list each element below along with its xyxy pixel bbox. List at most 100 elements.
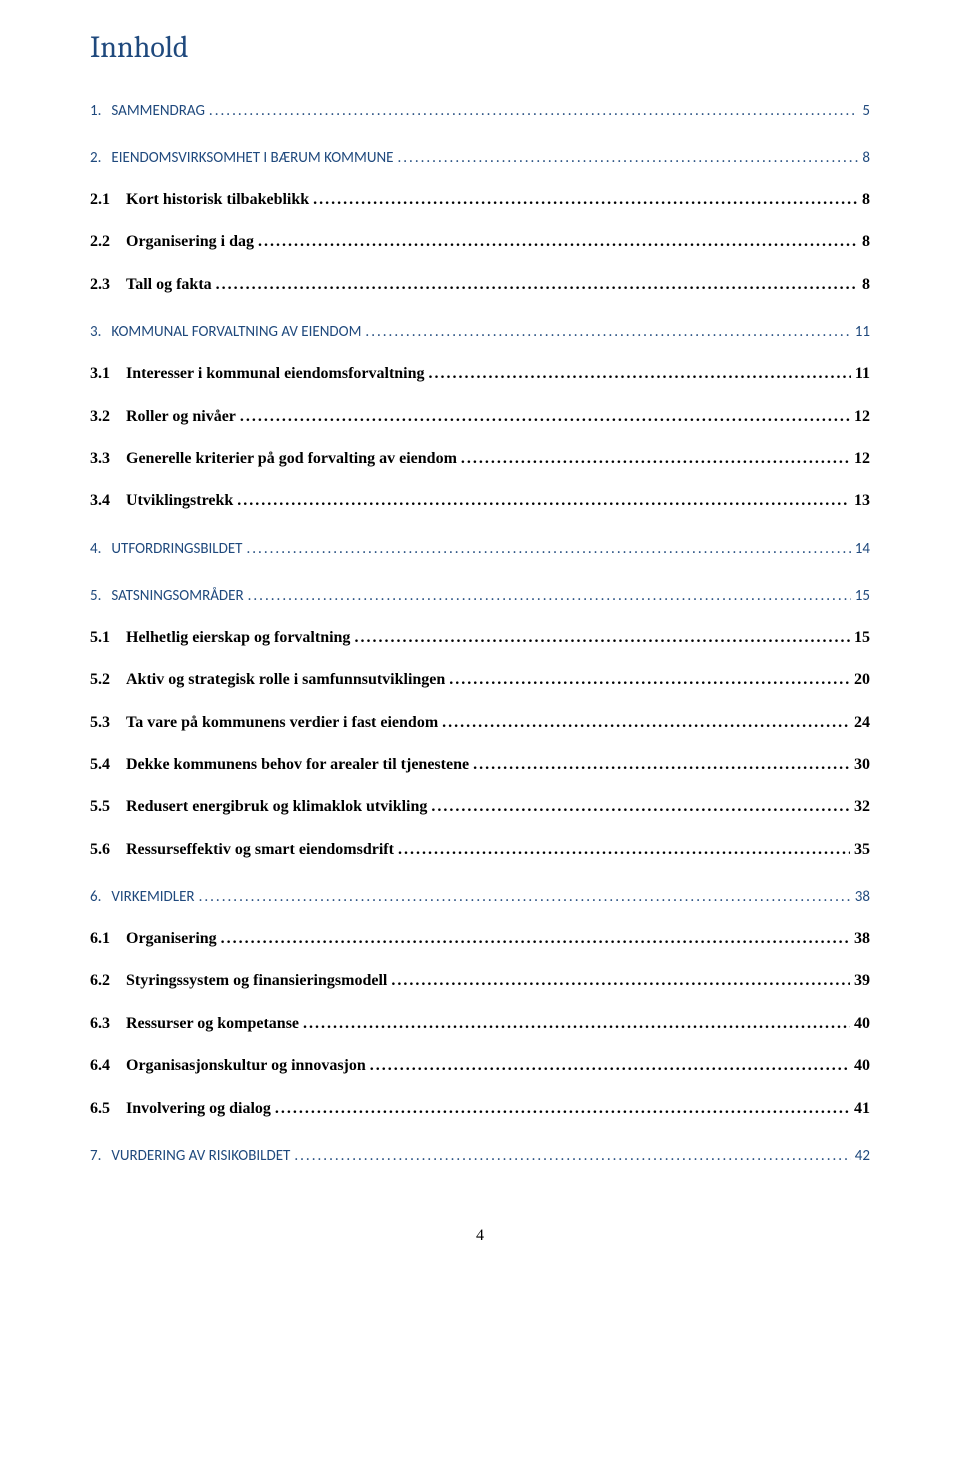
toc-entry-number: 5.2 — [90, 669, 126, 691]
toc-leader-dots: ........................................… — [240, 406, 850, 428]
toc-leader-dots: ........................................… — [209, 101, 858, 122]
toc-entry: 2.EIENDOMSVIRKSOMHET I BÆRUM KOMMUNE....… — [90, 148, 870, 169]
toc-leader-dots: ........................................… — [303, 1013, 850, 1035]
toc-entry-number: 6. — [90, 887, 111, 908]
toc-entry-page: 39 — [850, 970, 870, 992]
toc-entry-label: VURDERING AV RISIKOBILDET — [111, 1146, 294, 1167]
toc-entry: 6.2Styringssystem og finansieringsmodell… — [90, 970, 870, 992]
toc-entry: 2.1Kort historisk tilbakeblikk..........… — [90, 189, 870, 211]
toc-leader-dots: ........................................… — [199, 887, 851, 908]
toc-entry-label: Kort historisk tilbakeblikk — [126, 189, 313, 211]
toc-entry: 6.3Ressurser og kompetanse..............… — [90, 1013, 870, 1035]
toc-entry-page: 41 — [850, 1098, 870, 1120]
toc-entry-label: Roller og nivåer — [126, 406, 240, 428]
toc-leader-dots: ........................................… — [275, 1098, 850, 1120]
toc-entry: 5.3Ta vare på kommunens verdier i fast e… — [90, 712, 870, 734]
toc-entry-number: 2.1 — [90, 189, 126, 211]
toc-entry: 2.2Organisering i dag...................… — [90, 231, 870, 253]
table-of-contents: 1.SAMMENDRAG............................… — [90, 101, 870, 1167]
toc-entry-page: 40 — [850, 1013, 870, 1035]
toc-entry-number: 3. — [90, 322, 111, 343]
toc-entry-number: 2. — [90, 148, 111, 169]
toc-entry-label: Organisering i dag — [126, 231, 258, 253]
toc-entry-label: Generelle kriterier på god forvalting av… — [126, 448, 461, 470]
toc-entry-label: UTFORDRINGSBILDET — [111, 539, 246, 560]
toc-entry-label: SAMMENDRAG — [111, 101, 209, 122]
toc-entry-label: KOMMUNAL FORVALTNING AV EIENDOM — [111, 322, 365, 343]
toc-entry-label: Styringssystem og finansieringsmodell — [126, 970, 391, 992]
toc-entry-page: 8 — [858, 148, 870, 169]
toc-leader-dots: ........................................… — [442, 712, 850, 734]
toc-leader-dots: ........................................… — [237, 490, 850, 512]
toc-entry-label: Helhetlig eierskap og forvaltning — [126, 627, 354, 649]
toc-leader-dots: ........................................… — [431, 796, 850, 818]
toc-leader-dots: ........................................… — [370, 1055, 850, 1077]
toc-leader-dots: ........................................… — [398, 839, 850, 861]
toc-entry: 4.UTFORDRINGSBILDET.....................… — [90, 539, 870, 560]
toc-leader-dots: ........................................… — [248, 586, 851, 607]
toc-entry-number: 6.5 — [90, 1098, 126, 1120]
toc-entry-number: 5.5 — [90, 796, 126, 818]
toc-entry: 2.3Tall og fakta........................… — [90, 274, 870, 296]
toc-entry-label: Dekke kommunens behov for arealer til tj… — [126, 754, 473, 776]
toc-entry: 3.KOMMUNAL FORVALTNING AV EIENDOM.......… — [90, 322, 870, 343]
toc-leader-dots: ........................................… — [258, 231, 858, 253]
toc-entry-page: 38 — [851, 887, 870, 908]
toc-leader-dots: ........................................… — [391, 970, 850, 992]
toc-entry-number: 6.3 — [90, 1013, 126, 1035]
toc-leader-dots: ........................................… — [473, 754, 850, 776]
toc-leader-dots: ........................................… — [294, 1146, 850, 1167]
toc-entry-page: 15 — [851, 586, 870, 607]
toc-entry-number: 5.4 — [90, 754, 126, 776]
toc-entry: 3.3Generelle kriterier på god forvalting… — [90, 448, 870, 470]
toc-leader-dots: ........................................… — [461, 448, 850, 470]
toc-entry: 6.4Organisasjonskultur og innovasjon....… — [90, 1055, 870, 1077]
toc-entry-number: 5.6 — [90, 839, 126, 861]
toc-entry-number: 6.1 — [90, 928, 126, 950]
toc-entry-page: 11 — [851, 322, 870, 343]
toc-entry-label: Involvering og dialog — [126, 1098, 275, 1120]
toc-entry: 6.5Involvering og dialog................… — [90, 1098, 870, 1120]
toc-entry-page: 12 — [850, 448, 870, 470]
toc-entry-page: 13 — [850, 490, 870, 512]
toc-entry: 5.SATSNINGSOMRÅDER......................… — [90, 586, 870, 607]
toc-entry: 5.1Helhetlig eierskap og forvaltning....… — [90, 627, 870, 649]
toc-entry-page: 32 — [850, 796, 870, 818]
toc-entry-number: 4. — [90, 539, 111, 560]
toc-entry-number: 5.1 — [90, 627, 126, 649]
toc-entry-number: 3.1 — [90, 363, 126, 385]
toc-entry-label: Ressurser og kompetanse — [126, 1013, 303, 1035]
toc-entry-number: 5.3 — [90, 712, 126, 734]
toc-entry-number: 5. — [90, 586, 111, 607]
toc-entry-page: 42 — [851, 1146, 870, 1167]
toc-entry-number: 3.3 — [90, 448, 126, 470]
toc-entry-page: 35 — [850, 839, 870, 861]
toc-entry-label: Organisering — [126, 928, 221, 950]
toc-leader-dots: ........................................… — [354, 627, 850, 649]
toc-entry-page: 8 — [858, 189, 870, 211]
toc-entry-page: 12 — [850, 406, 870, 428]
toc-entry-label: EIENDOMSVIRKSOMHET I BÆRUM KOMMUNE — [111, 148, 397, 169]
toc-entry-page: 8 — [858, 231, 870, 253]
toc-entry-number: 3.4 — [90, 490, 126, 512]
page-number: 4 — [90, 1227, 870, 1245]
toc-entry-page: 5 — [858, 101, 870, 122]
toc-entry-number: 7. — [90, 1146, 111, 1167]
toc-entry-label: Ta vare på kommunens verdier i fast eien… — [126, 712, 442, 734]
toc-entry-page: 14 — [851, 539, 870, 560]
toc-entry-page: 20 — [850, 669, 870, 691]
toc-entry-label: Organisasjonskultur og innovasjon — [126, 1055, 370, 1077]
toc-leader-dots: ........................................… — [221, 928, 850, 950]
document-title: Innhold — [90, 30, 870, 65]
toc-entry: 5.2Aktiv og strategisk rolle i samfunnsu… — [90, 669, 870, 691]
toc-entry: 7.VURDERING AV RISIKOBILDET.............… — [90, 1146, 870, 1167]
toc-entry: 5.6Ressurseffektiv og smart eiendomsdrif… — [90, 839, 870, 861]
toc-leader-dots: ........................................… — [246, 539, 850, 560]
toc-entry: 3.4Utviklingstrekk......................… — [90, 490, 870, 512]
toc-entry-label: Utviklingstrekk — [126, 490, 237, 512]
toc-entry-label: Tall og fakta — [126, 274, 216, 296]
toc-entry: 5.5Redusert energibruk og klimaklok utvi… — [90, 796, 870, 818]
toc-entry-number: 2.3 — [90, 274, 126, 296]
toc-entry: 3.2Roller og nivåer.....................… — [90, 406, 870, 428]
toc-entry-label: SATSNINGSOMRÅDER — [111, 586, 247, 607]
